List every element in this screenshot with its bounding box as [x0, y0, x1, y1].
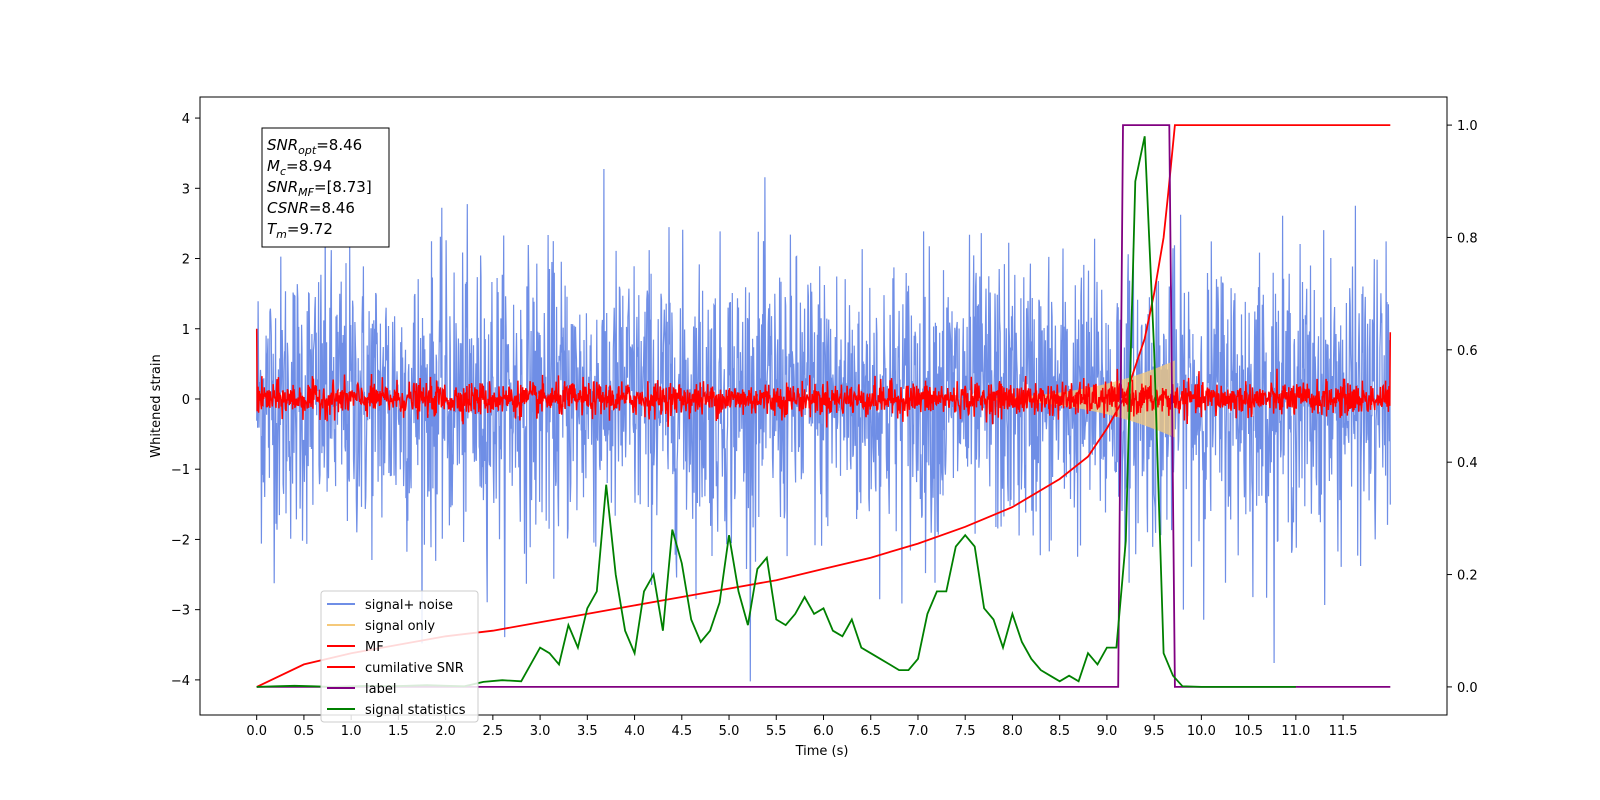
y-axis-right: 1.0 0.8 0.6 0.4 0.2 0.0	[1447, 119, 1478, 696]
x-tick-label: 2.0	[435, 724, 456, 739]
info-subscript: MF	[298, 186, 314, 199]
y2-tick-label: 0.2	[1457, 569, 1478, 584]
y2-tick-label: 0.4	[1457, 456, 1478, 471]
y-tick-label: −2	[171, 533, 190, 548]
x-tick-label: 7.0	[908, 724, 929, 739]
info-line: SNRMF=[8.73]	[267, 178, 372, 199]
legend-label: signal statistics	[365, 703, 466, 718]
x-tick-label: 6.0	[813, 724, 834, 739]
legend-label: label	[365, 682, 396, 697]
x-tick-label: 9.5	[1144, 724, 1165, 739]
y-tick-label: 2	[182, 253, 190, 268]
y-tick-label: 4	[182, 112, 190, 127]
info-value: =9.72	[287, 220, 333, 238]
info-line: SNRopt=8.46	[267, 136, 362, 157]
x-tick-label: 5.5	[766, 724, 787, 739]
series-signal-statistics-line	[256, 136, 1296, 688]
info-subscript: m	[276, 228, 287, 241]
x-tick-label: 1.5	[388, 724, 409, 739]
x-axis-label: Time (s)	[795, 744, 849, 759]
info-value: =8.94	[286, 157, 332, 175]
y-tick-label: −1	[171, 463, 190, 478]
legend-frame	[320, 590, 479, 723]
y2-tick-label: 0.8	[1457, 231, 1478, 246]
x-tick-label: 8.5	[1049, 724, 1070, 739]
y-tick-label: 3	[182, 182, 190, 197]
info-label: CSNR	[267, 199, 309, 217]
x-tick-label: 11.0	[1281, 724, 1310, 739]
info-label: M	[267, 157, 280, 175]
y-tick-label: 1	[182, 323, 190, 338]
info-value: =8.46	[309, 199, 355, 217]
x-tick-label: 2.5	[483, 724, 504, 739]
info-value: =8.46	[316, 136, 362, 154]
info-label: T	[267, 220, 278, 238]
info-label: SNR	[267, 178, 298, 196]
x-tick-label: 6.5	[860, 724, 881, 739]
series-signal-noise-line	[256, 168, 1391, 682]
y-tick-label: −3	[171, 604, 190, 619]
x-tick-label: 7.5	[955, 724, 976, 739]
info-subscript: c	[280, 165, 286, 178]
x-tick-label: 8.0	[1002, 724, 1023, 739]
y2-tick-label: 1.0	[1457, 119, 1478, 134]
info-label: SNR	[267, 136, 298, 154]
x-tick-label: 10.0	[1187, 724, 1216, 739]
x-tick-label: 5.0	[719, 724, 740, 739]
x-tick-label: 0.5	[294, 724, 315, 739]
legend-label: signal only	[365, 619, 435, 634]
info-value: =[8.73]	[314, 178, 372, 196]
x-axis: 0.0 0.5 1.0 1.5 2.0 2.5 3.0 3.5 4.0 4.5 5.0 5.5 6.0 6…	[246, 715, 1358, 739]
info-line: Tm=9.72	[267, 220, 333, 241]
info-line: CSNR=8.46	[267, 199, 355, 217]
x-tick-label: 1.0	[341, 724, 362, 739]
legend-label: MF	[365, 640, 384, 655]
legend: signal+ noise signal only MF cumilative SNR…	[320, 590, 479, 723]
x-tick-label: 4.5	[671, 724, 692, 739]
x-tick-label: 11.5	[1329, 724, 1358, 739]
y-axis-left: 4 3 2 1 0 −1 −2 −3 −4	[171, 112, 200, 689]
x-tick-label: 3.0	[530, 724, 551, 739]
legend-label: cumilative SNR	[365, 661, 464, 676]
info-subscript: opt	[298, 144, 317, 157]
series-mf-line	[255, 328, 1392, 428]
info-box-frame	[261, 127, 390, 248]
info-line: Mc=8.94	[267, 157, 332, 178]
y-tick-label: −4	[171, 674, 190, 689]
x-tick-label: 3.5	[577, 724, 598, 739]
y2-tick-label: 0.6	[1457, 344, 1478, 359]
x-tick-label: 9.0	[1097, 724, 1118, 739]
x-tick-label: 10.5	[1234, 724, 1263, 739]
info-box: SNRopt=8.46Mc=8.94SNRMF=[8.73]CSNR=8.46T…	[261, 127, 390, 248]
y-tick-label: 0	[182, 393, 190, 408]
x-tick-label: 4.0	[624, 724, 645, 739]
y2-tick-label: 0.0	[1457, 681, 1478, 696]
x-tick-label: 0.0	[246, 724, 267, 739]
y-axis-label: Whitened strain	[149, 354, 164, 457]
legend-label: signal+ noise	[365, 598, 453, 613]
